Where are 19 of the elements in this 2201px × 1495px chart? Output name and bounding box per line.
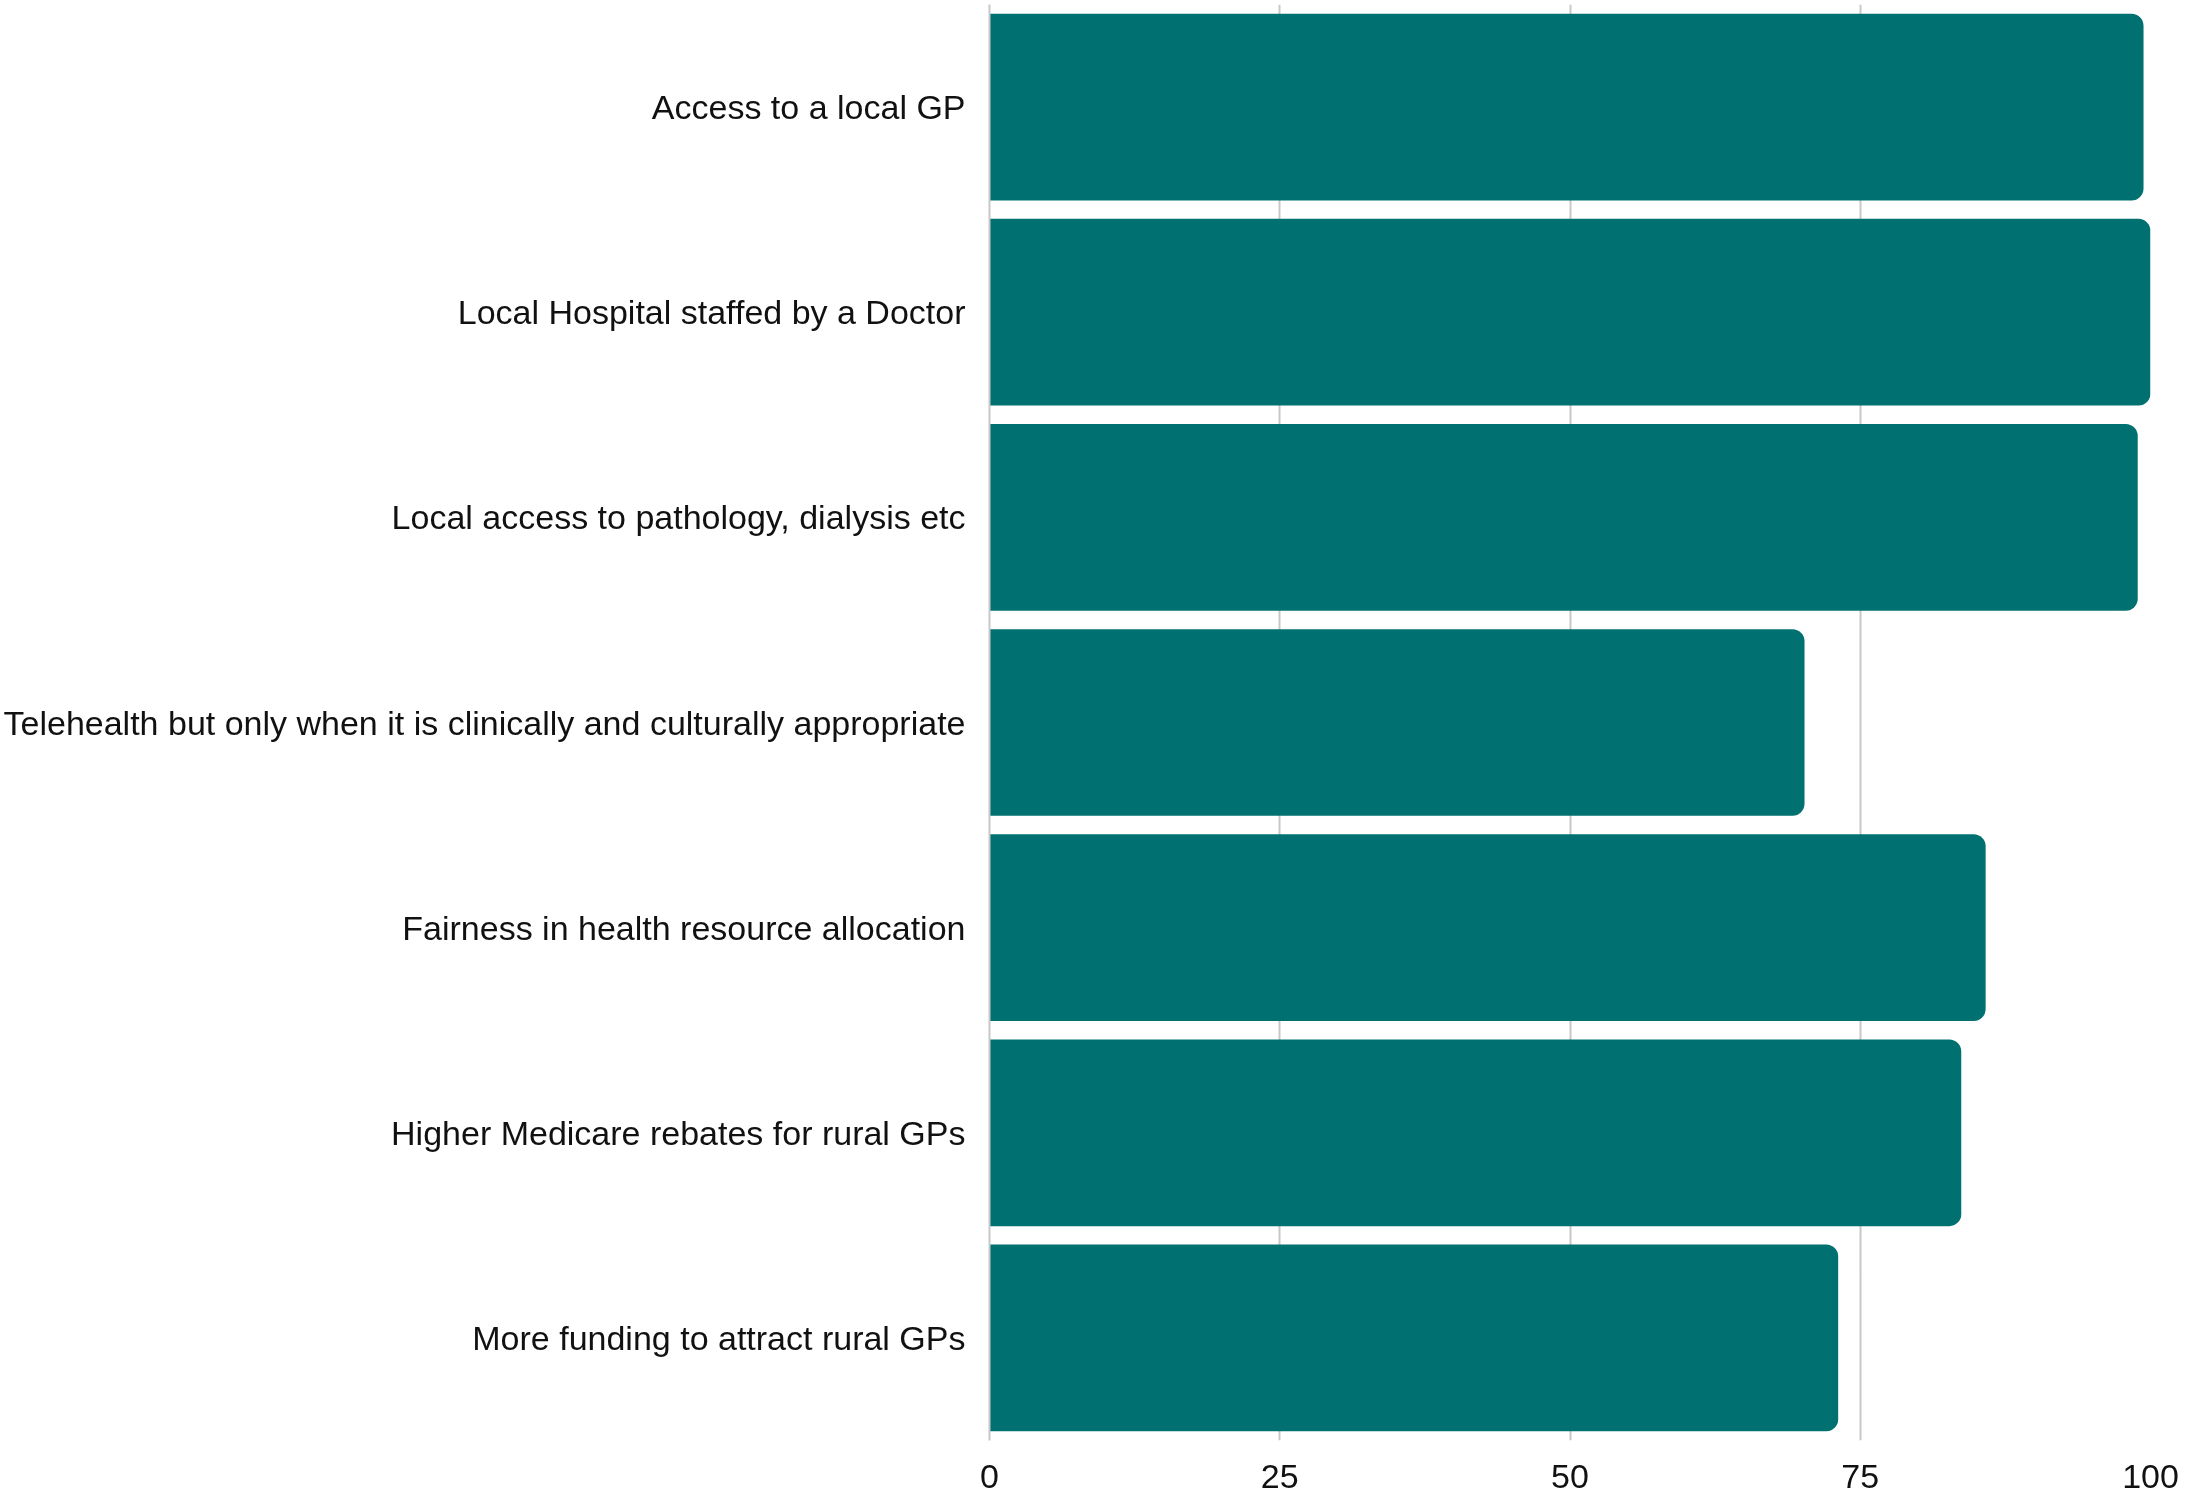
y-tick-label: More funding to attract rural GPs [472, 1318, 966, 1357]
x-tick-label: 100 [2122, 1456, 2179, 1495]
y-tick-label: Local access to pathology, dialysis etc [391, 498, 966, 537]
y-tick-label: Local Hospital staffed by a Doctor [457, 293, 966, 332]
bar [989, 834, 1986, 1021]
bar [989, 424, 2138, 611]
x-tick-label: 25 [1260, 1456, 1299, 1495]
y-tick-label: Access to a local GP [651, 88, 966, 127]
bar [989, 1244, 1839, 1432]
y-tick-label: Telehealth but only when it is clinically and culturally appropriate [3, 703, 966, 742]
bar [989, 218, 2151, 406]
bar [989, 13, 2144, 201]
y-tick-label: Fairness in health resource allocation [402, 908, 966, 947]
bar [989, 1039, 1962, 1227]
x-tick-label: 0 [980, 1456, 999, 1495]
x-tick-label: 50 [1551, 1456, 1589, 1495]
x-tick-label: 75 [1841, 1456, 1880, 1495]
y-tick-label: Higher Medicare rebates for rural GPs [391, 1113, 966, 1152]
bar [989, 629, 1805, 816]
